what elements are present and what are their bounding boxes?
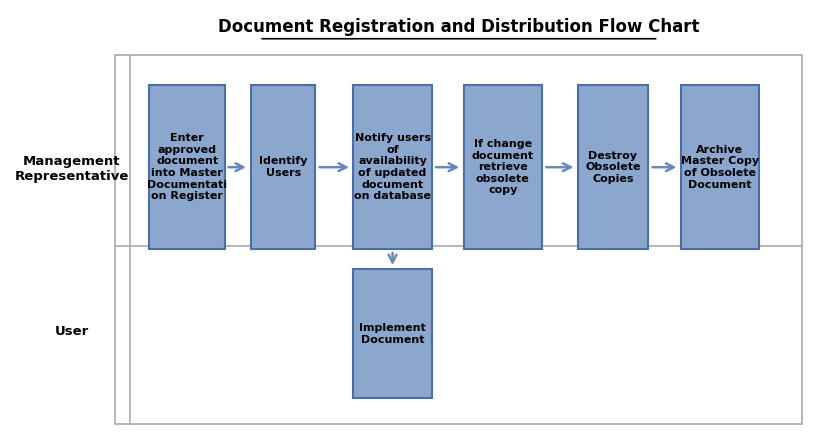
FancyBboxPatch shape — [150, 85, 225, 250]
Text: Archive
Master Copy
of Obsolete
Document: Archive Master Copy of Obsolete Document — [681, 145, 759, 190]
Text: Implement
Document: Implement Document — [359, 323, 426, 345]
Text: Enter
approved
document
into Master
Documentati
on Register: Enter approved document into Master Docu… — [147, 133, 227, 201]
Bar — [115, 56, 802, 424]
FancyBboxPatch shape — [354, 269, 431, 398]
Text: Management
Representative: Management Representative — [15, 155, 129, 183]
Text: Destroy
Obsolete
Copies: Destroy Obsolete Copies — [585, 151, 641, 184]
Text: Notify users
of
availability
of updated
document
on database: Notify users of availability of updated … — [354, 133, 431, 201]
FancyBboxPatch shape — [578, 85, 648, 250]
Text: Document Registration and Distribution Flow Chart: Document Registration and Distribution F… — [218, 18, 699, 36]
Text: User: User — [55, 325, 89, 338]
FancyBboxPatch shape — [354, 85, 431, 250]
FancyBboxPatch shape — [463, 85, 542, 250]
Text: Identify
Users: Identify Users — [259, 156, 307, 178]
FancyBboxPatch shape — [681, 85, 759, 250]
FancyBboxPatch shape — [251, 85, 315, 250]
Text: If change
document
retrieve
obsolete
copy: If change document retrieve obsolete cop… — [471, 139, 534, 195]
